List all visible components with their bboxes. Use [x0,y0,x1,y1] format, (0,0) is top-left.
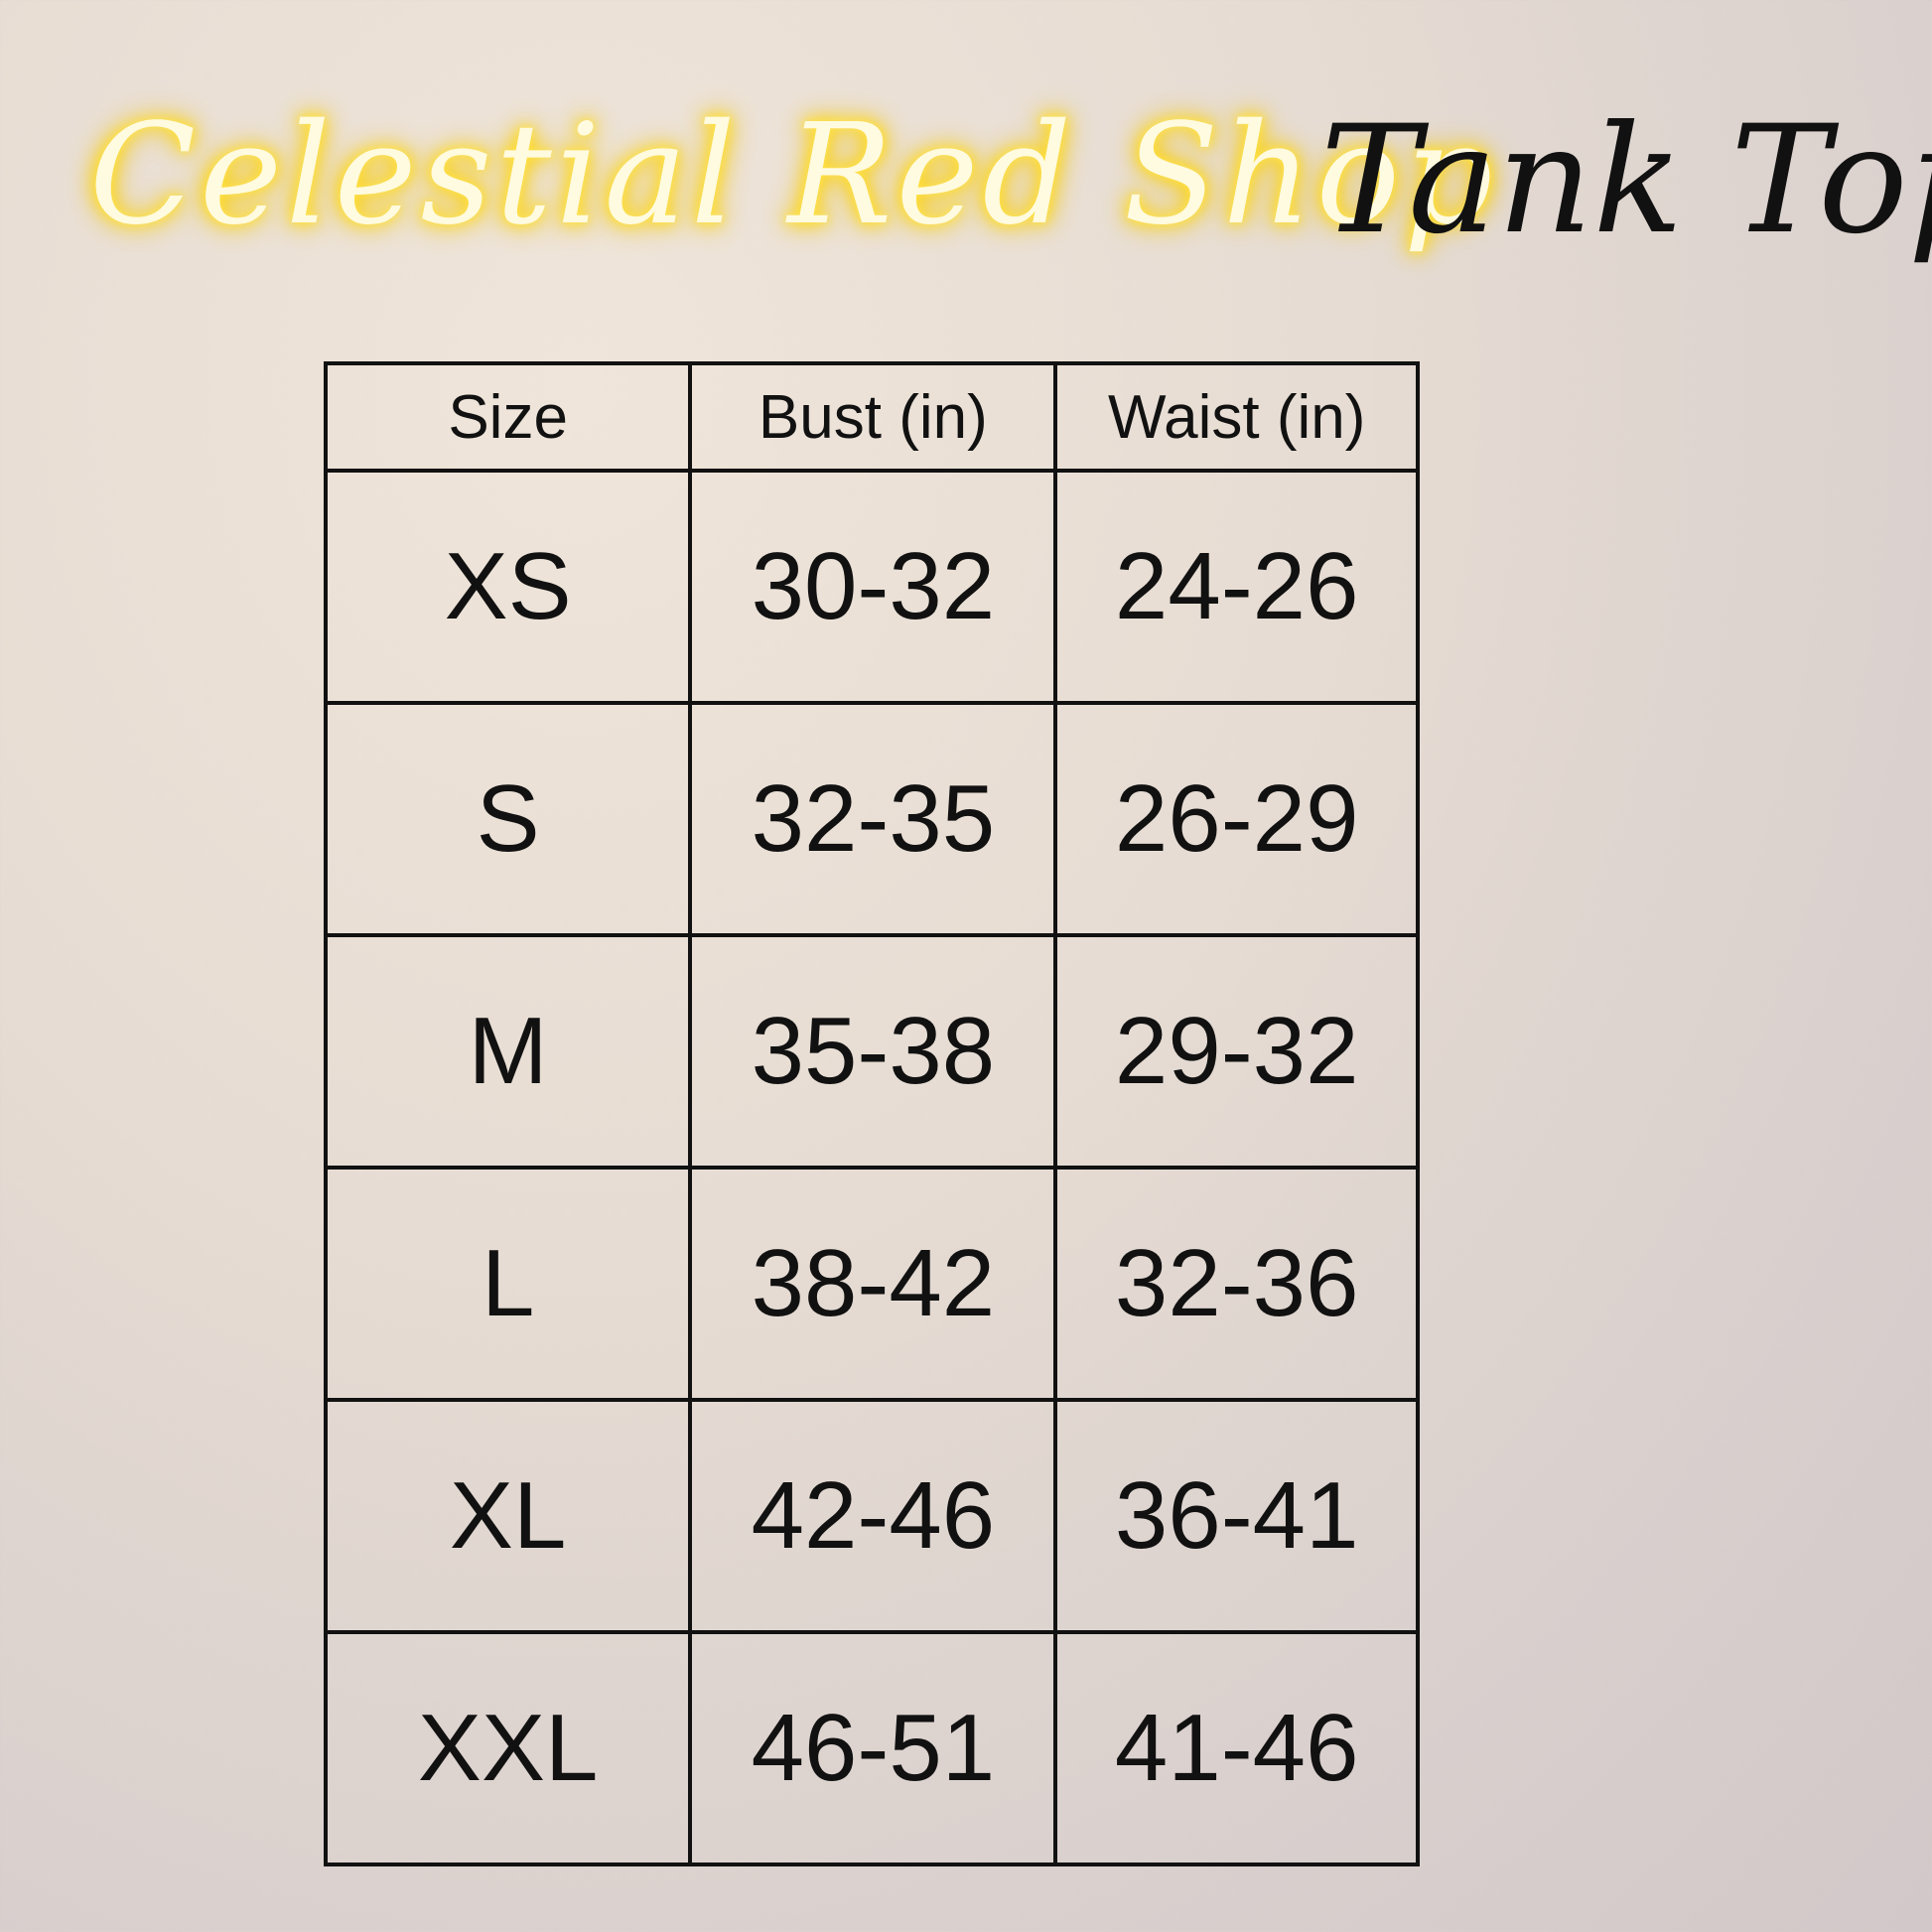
size-cell: S [323,701,693,937]
header-waist: Waist (in) [1053,361,1420,473]
waist-cell: 41-46 [1053,1630,1420,1866]
table-row: S 32-35 26-29 [323,701,1420,937]
size-cell: XS [323,469,693,705]
bust-cell: 32-35 [688,701,1058,937]
bust-cell: 35-38 [688,933,1058,1170]
product-name: Tank Top [1320,94,1932,267]
bust-cell: 46-51 [688,1630,1058,1866]
header-size: Size [323,361,693,473]
size-cell: XXL [323,1630,693,1866]
bust-cell: 30-32 [688,469,1058,705]
table-row: XL 42-46 36-41 [323,1398,1420,1634]
size-cell: XL [323,1398,693,1634]
size-cell: M [323,933,693,1170]
size-chart-table: Size Bust (in) Waist (in) XS 30-32 24-26… [323,361,1420,1866]
brand-name: Celestial Red Shop [89,94,1497,256]
waist-cell: 29-32 [1053,933,1420,1170]
table-row: XS 30-32 24-26 [323,469,1420,705]
table-row: L 38-42 32-36 [323,1166,1420,1402]
table-row: XXL 46-51 41-46 [323,1630,1420,1866]
table-row: M 35-38 29-32 [323,933,1420,1170]
waist-cell: 24-26 [1053,469,1420,705]
waist-cell: 36-41 [1053,1398,1420,1634]
size-cell: L [323,1166,693,1402]
header-row: Size Bust (in) Waist (in) [323,361,1420,473]
waist-cell: 26-29 [1053,701,1420,937]
bust-cell: 38-42 [688,1166,1058,1402]
bust-cell: 42-46 [688,1398,1058,1634]
header-bust: Bust (in) [688,361,1058,473]
waist-cell: 32-36 [1053,1166,1420,1402]
title: Celestial Red Shop Tank Top [0,94,1932,313]
